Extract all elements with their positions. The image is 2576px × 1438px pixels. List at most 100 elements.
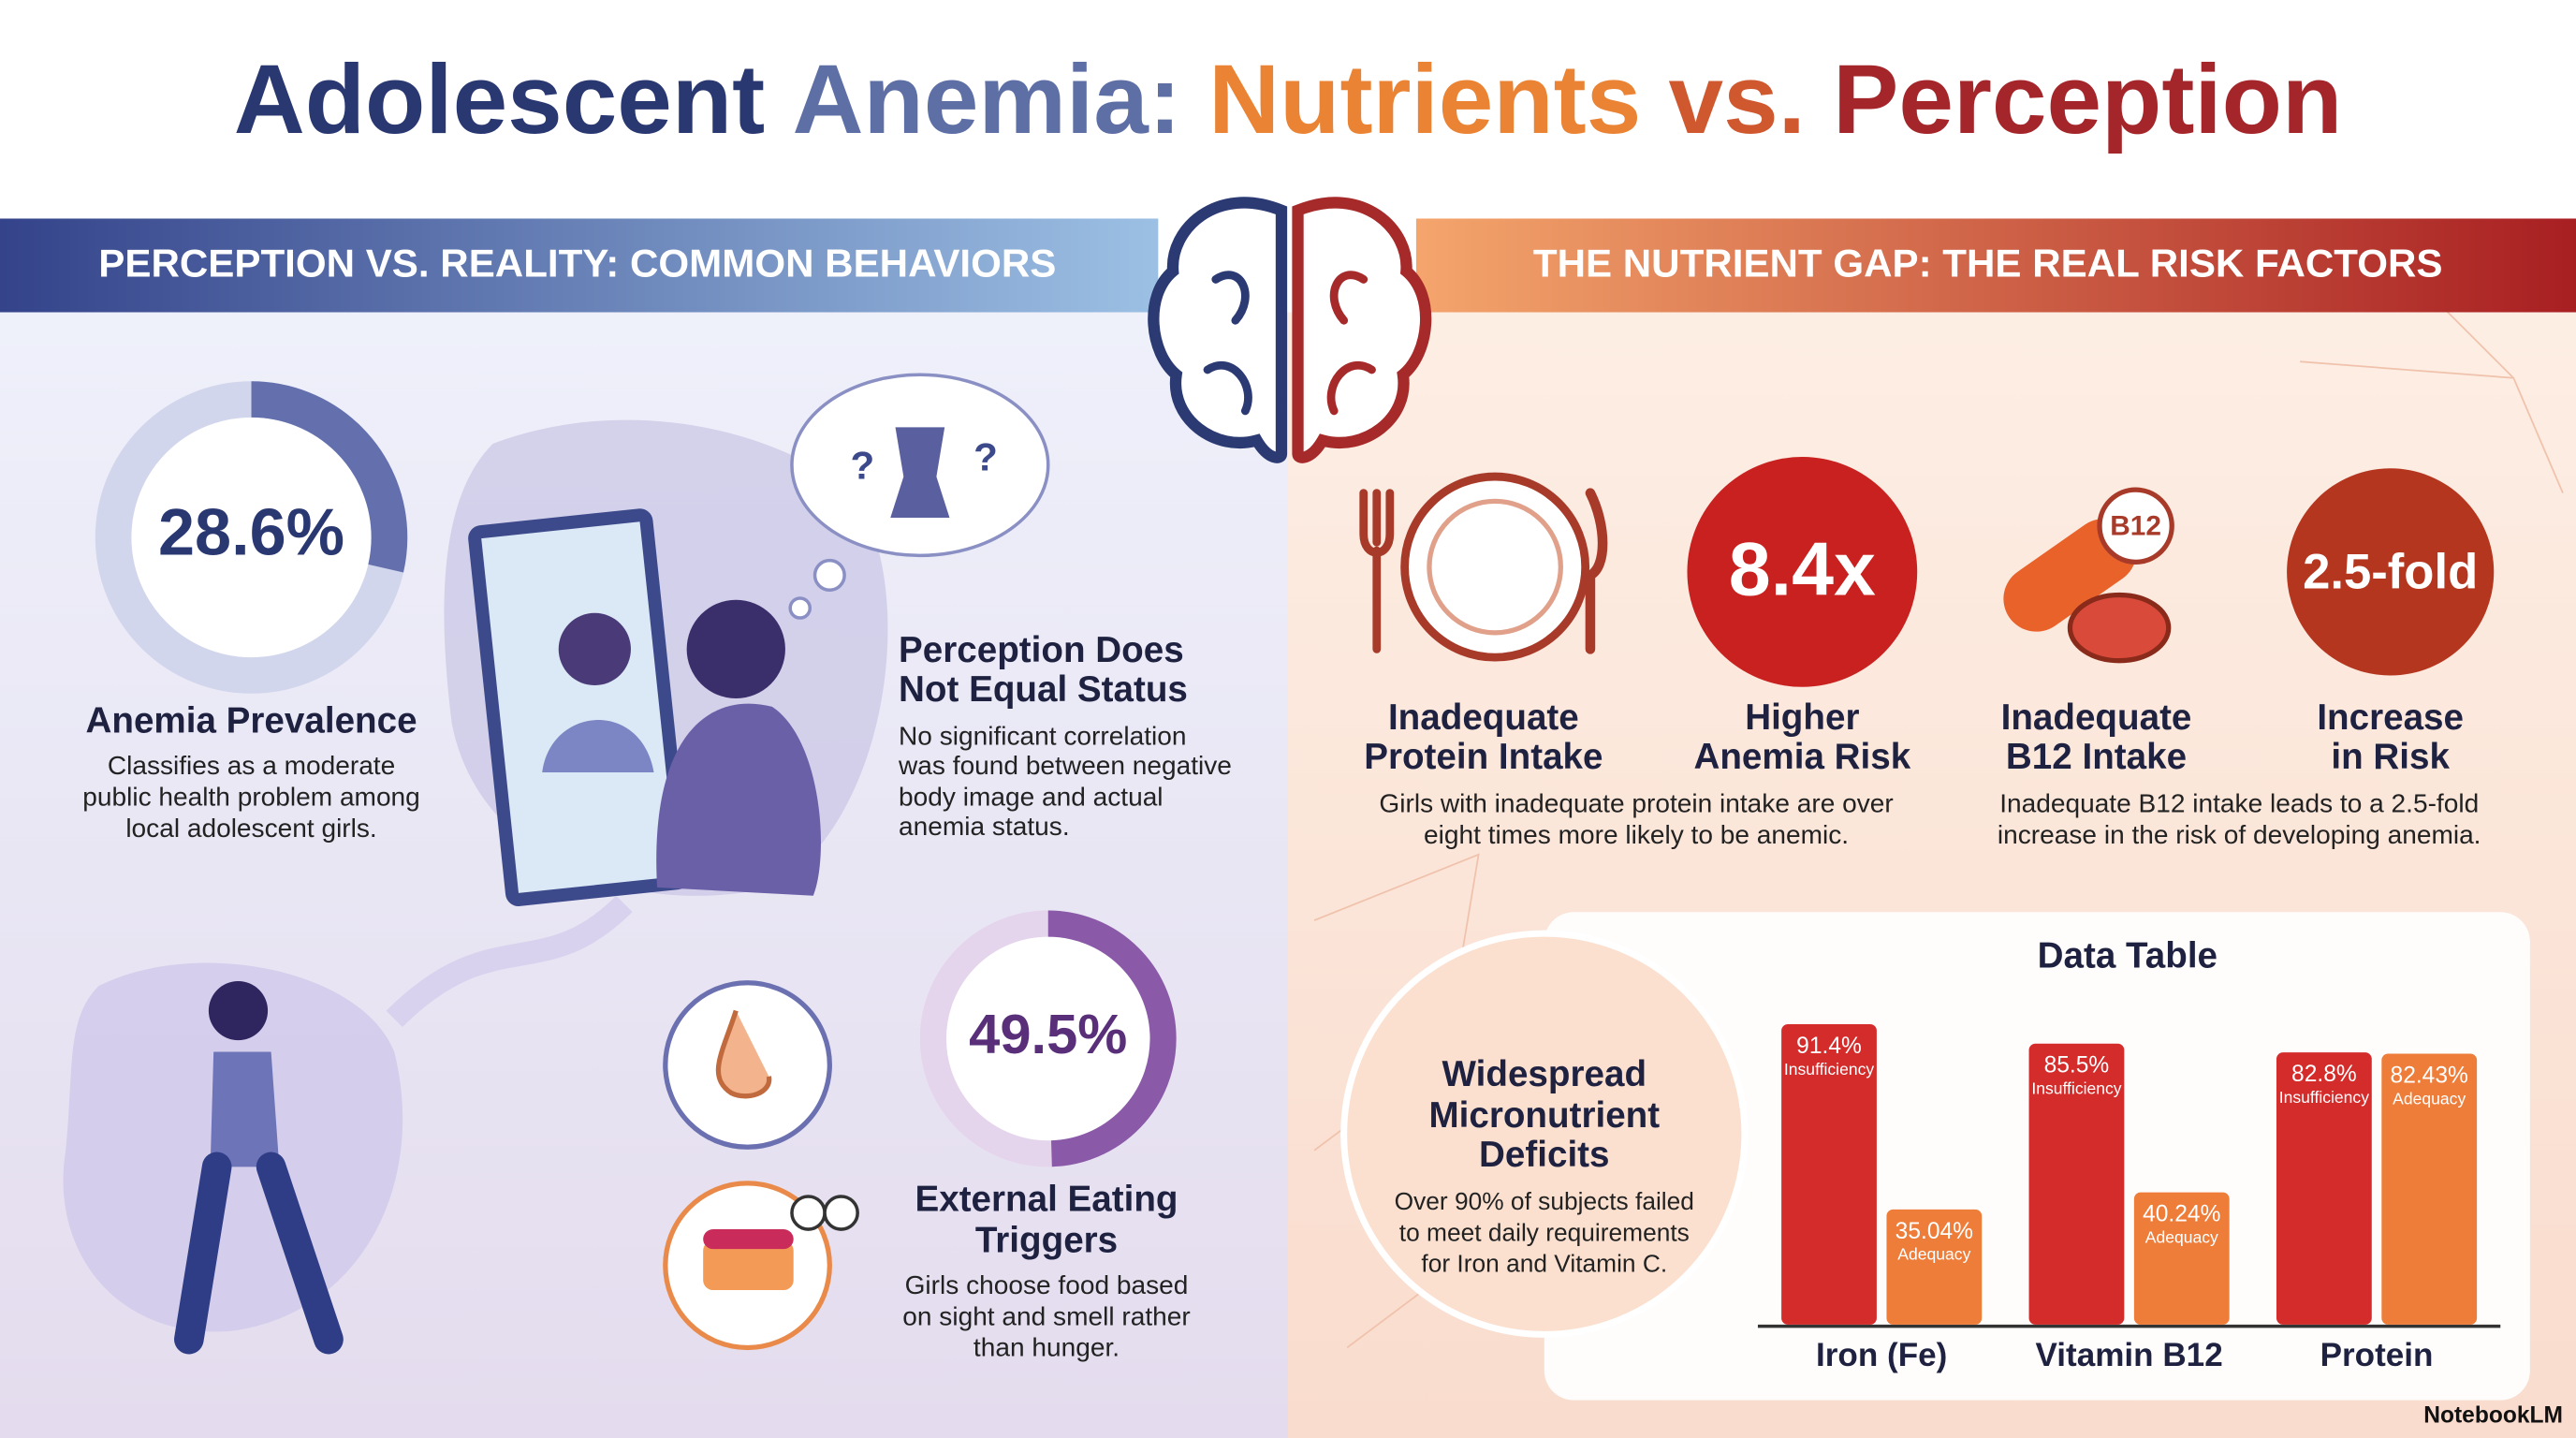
bar [1781,1023,1877,1325]
value-label: 40.24% [2143,1202,2220,1227]
icon-text: B12 [2110,510,2161,541]
swirl [386,895,633,1028]
b12-icon: B12 [2003,487,2174,664]
main-title: Adolescent Anemia: Nutrients vs. Percept… [234,45,2343,154]
factor-title: Protein Intake [1364,737,1603,777]
body-line: local adolescent girls. [125,814,376,843]
walker-torso [210,1051,280,1167]
section-title: Not Equal Status [899,669,1188,710]
bar [2133,1192,2230,1325]
body-line: on sight and smell rather [902,1301,1190,1330]
factor-title: Higher [1745,697,1859,738]
body-line: for Iron and Vitamin C. [1421,1250,1667,1278]
body-line: Girls choose food based [905,1270,1189,1299]
x-tick-label: Vitamin B12 [2035,1337,2222,1373]
series-label: Adequacy [1897,1245,1970,1264]
reflection-head [558,612,631,686]
bar [2276,1052,2372,1325]
factor-title: Increase [2317,697,2464,738]
chart-title: Data Table [2038,936,2217,976]
title-part: Nutrients [1208,45,1641,154]
body-line: Classifies as a moderate [108,751,395,780]
body-line: No significant correlation [899,722,1186,751]
x-tick-label: Iron (Fe) [1816,1337,1947,1373]
body-line: Over 90% of subjects failed [1395,1187,1694,1215]
factor-title: B12 Intake [2006,737,2187,777]
body-line: public health problem among [82,783,420,812]
left-header-bar [0,218,1159,313]
body-line: body image and actual [899,783,1164,812]
body-line: Girls with inadequate protein intake are… [1379,789,1893,818]
watermark: NotebookLM [2423,1403,2563,1429]
girl-body [656,703,821,896]
mirror [468,508,691,906]
section-title: Deficits [1479,1135,1609,1175]
left-header: PERCEPTION VS. REALITY: COMMON BEHAVIORS [98,242,1056,286]
body-line: to meet daily requirements [1399,1218,1690,1246]
body-line: than hunger. [973,1333,1120,1362]
bar [2381,1053,2478,1325]
factor-titles: Inadequate Protein Intake Higher Anemia … [1364,697,2464,777]
series-label: Insufficiency [2279,1088,2369,1107]
title-part: vs. [1669,45,1806,154]
factor-title: Inadequate [2001,697,2192,738]
right-header: THE NUTRIENT GAP: THE REAL RISK FACTORS [1533,242,2443,286]
factor-notes: Girls with inadequate protein intake are… [1379,789,2481,849]
bar [1886,1209,1983,1325]
badge [2287,468,2495,676]
badge-text: 8.4x [1729,528,1876,612]
eye [790,1195,827,1231]
bubble-mark: ? [851,443,875,487]
deficits-circle [1340,930,1749,1338]
brain-icon [1148,197,1432,463]
section-title: Micronutrient [1428,1095,1660,1136]
girl-head [686,599,785,699]
section-title: Perception Does [899,630,1184,670]
stat-label: 28.6% [158,495,344,569]
bar [2028,1043,2125,1325]
value-label: 35.04% [1895,1219,1973,1244]
thought-bubble: ? ? [788,373,1050,620]
deficits-title: Widespread Micronutrient Deficits [1428,1054,1660,1175]
section-title: Widespread [1442,1054,1647,1094]
factor-title: Inadequate [1388,697,1579,738]
donut-arc [919,910,1177,1167]
series-label: Insufficiency [2031,1078,2121,1097]
walker-head [208,980,269,1041]
section-body: Girls choose food based on sight and sme… [902,1270,1190,1362]
bubble-mark: ? [973,435,998,479]
bar-chart: Iron (Fe)91.4%Insufficiency35.04%Adequac… [1781,1023,2478,1373]
cake-topping [703,1229,794,1250]
body-line: Inadequate B12 intake leads to a 2.5-fol… [1999,789,2479,818]
section-body: Classifies as a moderate public health p… [82,751,420,843]
series-label: Insufficiency [1784,1060,1874,1078]
title-part: Adolescent [234,45,766,154]
x-tick-label: Protein [2320,1337,2434,1373]
right-header-bar [1415,218,2576,313]
title-part: Anemia: [792,45,1180,154]
value-label: 82.8% [2291,1062,2357,1087]
badge [1687,457,1918,687]
section-body: No significant correlation was found bet… [898,722,1232,842]
stat-label: 49.5% [969,1003,1127,1065]
eye [823,1195,859,1231]
nose [715,1009,772,1099]
value-label: 82.43% [2391,1064,2468,1089]
series-label: Adequacy [2393,1089,2466,1108]
plate-icon [1359,472,1608,662]
body-line: anemia status. [899,812,1070,841]
reflection-body [542,720,654,773]
value-label: 85.5% [2044,1053,2110,1078]
factor-title: Anemia Risk [1693,737,1910,777]
donut-arc [95,381,408,694]
body-line: eight times more likely to be anemic. [1424,820,1849,849]
body-line: increase in the risk of developing anemi… [1998,820,2481,849]
body-line: was found between negative [898,751,1232,780]
section-title: Anemia Prevalence [85,701,417,741]
walker-legs [174,1152,344,1355]
badge-text: 2.5-fold [2303,544,2478,599]
title-part: Perception [1833,45,2342,154]
section-title: External Eating [915,1179,1178,1219]
